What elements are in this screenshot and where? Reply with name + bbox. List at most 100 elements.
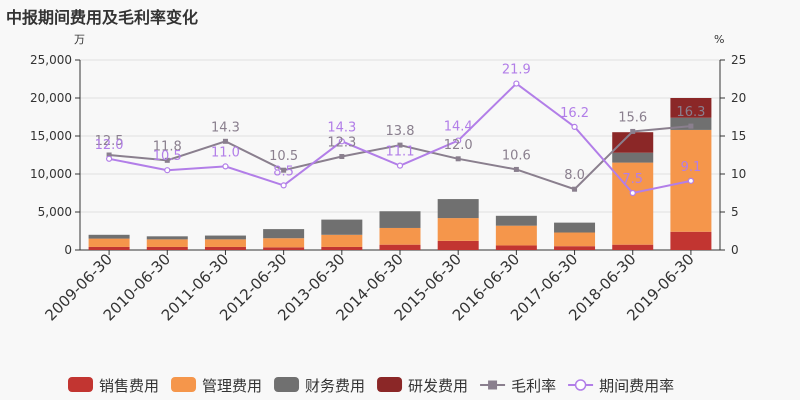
legend-swatch <box>68 377 93 392</box>
legend-marker <box>488 380 498 390</box>
data-label: 9.1 <box>681 160 702 175</box>
right-axis-tick-label: 10 <box>731 167 746 181</box>
left-axis-tick-label: 25,000 <box>30 53 72 67</box>
legend-label: 研发费用 <box>408 377 468 395</box>
bar-segment <box>495 245 537 250</box>
line-point <box>222 163 229 170</box>
data-label: 12.5 <box>95 134 124 149</box>
legend-label: 期间费用率 <box>599 377 674 395</box>
bar-segment <box>612 244 654 250</box>
line-point <box>688 123 694 129</box>
bar-segment <box>554 232 596 247</box>
right-axis-unit: % <box>714 33 724 46</box>
right-axis-tick-label: 20 <box>731 91 746 105</box>
data-label: 8.0 <box>564 168 585 183</box>
right-axis-tick-label: 15 <box>731 129 746 143</box>
legend: 销售费用 管理费用 财务费用 研发费用 毛利率 期间费用率 <box>68 377 674 395</box>
data-label: 21.9 <box>502 63 531 78</box>
line-point <box>455 156 461 162</box>
chart-title: 中报期间费用及毛利率变化 <box>6 8 199 27</box>
data-label: 12.3 <box>327 136 356 151</box>
bar-segment <box>88 238 130 247</box>
bar-segment <box>437 240 479 250</box>
legend-swatch <box>377 377 403 392</box>
bar-segment <box>379 211 421 228</box>
legend-label: 财务费用 <box>305 377 365 395</box>
line-point <box>281 167 287 173</box>
data-label: 16.3 <box>676 105 705 120</box>
bar-series <box>88 98 712 250</box>
bar-segment <box>612 152 654 163</box>
left-axis-tick-label: 5,000 <box>38 205 72 219</box>
bar-segment <box>670 231 712 250</box>
legend-marker <box>574 379 587 391</box>
bar-segment <box>612 132 654 153</box>
data-label: 15.6 <box>618 110 647 125</box>
bar-segment <box>204 235 246 240</box>
line-point <box>397 142 403 148</box>
bar-segment <box>495 215 537 226</box>
bar-segment <box>146 239 188 247</box>
line-point <box>396 162 404 169</box>
data-label: 14.4 <box>444 120 473 135</box>
line-point <box>571 123 578 130</box>
data-label: 10.5 <box>269 149 298 164</box>
line-point <box>455 137 462 144</box>
left-axis-tick-label: 0 <box>64 243 72 257</box>
line-point <box>513 166 519 172</box>
line-point <box>222 138 228 144</box>
data-labels: 12.5 11.8 14.3 10.5 12.3 13.8 12.0 10.6 8.0 15.6 1… <box>95 63 706 187</box>
axes: 0 0 5,000 5 10,000 10 15,000 15 20,000 20 25,000 25 <box>30 53 746 257</box>
bar-segment <box>554 222 596 233</box>
left-axis-tick-label: 15,000 <box>30 129 72 143</box>
data-label: 12.0 <box>95 138 124 153</box>
bar-segment <box>379 244 421 250</box>
left-axis-unit: 万 <box>74 33 85 46</box>
bar-segment <box>321 234 363 247</box>
data-label: 12.0 <box>444 138 473 153</box>
line-point <box>339 154 345 160</box>
line-point <box>572 186 578 192</box>
line-point <box>338 138 345 145</box>
left-axis-tick-label: 20,000 <box>30 91 72 105</box>
x-axis-ticks: 2009-06-302010-06-302011-06-302012-06-30… <box>42 250 698 324</box>
data-label: 11.1 <box>386 145 415 160</box>
bar-segment <box>321 219 363 235</box>
data-label: 14.3 <box>211 120 240 135</box>
data-label: 8.5 <box>273 164 294 179</box>
bar-segment <box>204 246 246 250</box>
line-point <box>105 155 113 162</box>
bar-segment <box>204 239 246 247</box>
data-label: 11.0 <box>211 145 240 160</box>
bar-segment <box>263 247 305 250</box>
legend-label: 毛利率 <box>511 377 556 395</box>
line-point <box>630 128 636 134</box>
bar-segment <box>437 218 479 241</box>
data-label: 11.8 <box>153 139 182 154</box>
data-label: 10.6 <box>502 148 531 163</box>
line-point <box>629 189 636 197</box>
legend-swatch <box>274 377 300 392</box>
bar-segment <box>379 227 421 245</box>
right-axis-tick-label: 0 <box>731 243 739 257</box>
bar-segment <box>88 246 130 250</box>
right-axis-tick-label: 5 <box>731 205 739 219</box>
bar-segment <box>263 238 305 248</box>
line-point <box>106 152 112 158</box>
bar-segment <box>670 98 712 118</box>
line-series <box>105 80 695 197</box>
bar-segment <box>495 225 537 246</box>
data-label: 13.8 <box>386 124 415 139</box>
data-label: 16.2 <box>560 106 589 121</box>
legend-label: 销售费用 <box>99 377 159 395</box>
legend-swatch <box>171 377 197 392</box>
legend-label: 管理费用 <box>202 377 262 395</box>
line-point <box>164 167 171 174</box>
data-label: 7.5 <box>622 172 643 187</box>
left-axis-tick-label: 10,000 <box>30 167 72 181</box>
data-label: 10.5 <box>153 149 182 164</box>
bar-segment <box>554 246 596 250</box>
bar-segment <box>321 246 363 250</box>
right-axis-tick-label: 25 <box>731 53 746 67</box>
